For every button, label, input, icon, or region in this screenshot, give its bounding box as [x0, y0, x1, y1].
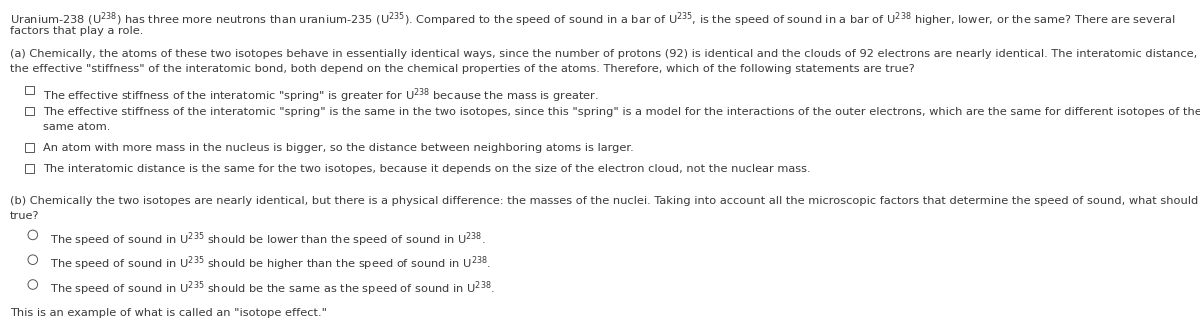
- Text: An atom with more mass in the nucleus is bigger, so the distance between neighbo: An atom with more mass in the nucleus is…: [43, 143, 634, 153]
- Text: The effective stiffness of the interatomic "spring" is greater for U$^{238}$ bec: The effective stiffness of the interatom…: [43, 86, 599, 105]
- Bar: [25, 107, 34, 115]
- Text: same atom.: same atom.: [43, 122, 110, 133]
- Text: This is an example of what is called an "isotope effect.": This is an example of what is called an …: [10, 308, 326, 318]
- Text: (b) Chemically the two isotopes are nearly identical, but there is a physical di: (b) Chemically the two isotopes are near…: [10, 196, 1200, 206]
- Text: factors that play a role.: factors that play a role.: [10, 26, 143, 35]
- Bar: [25, 143, 34, 152]
- Text: The speed of sound in U$^{235}$ should be higher than the speed of sound in U$^{: The speed of sound in U$^{235}$ should b…: [50, 255, 491, 274]
- Text: The speed of sound in U$^{235}$ should be lower than the speed of sound in U$^{2: The speed of sound in U$^{235}$ should b…: [50, 230, 486, 249]
- Text: Uranium-238 (U$^{238}$) has three more neutrons than uranium-235 (U$^{235}$). Co: Uranium-238 (U$^{238}$) has three more n…: [10, 10, 1176, 29]
- Text: true?: true?: [10, 212, 40, 221]
- Circle shape: [28, 255, 37, 264]
- Text: The speed of sound in U$^{235}$ should be the same as the speed of sound in U$^{: The speed of sound in U$^{235}$ should b…: [50, 280, 494, 298]
- Bar: [25, 164, 34, 173]
- Circle shape: [28, 230, 37, 240]
- Bar: [25, 86, 34, 94]
- Circle shape: [28, 280, 37, 289]
- Text: The interatomic distance is the same for the two isotopes, because it depends on: The interatomic distance is the same for…: [43, 164, 811, 174]
- Text: The effective stiffness of the interatomic "spring" is the same in the two isoto: The effective stiffness of the interatom…: [43, 107, 1200, 117]
- Text: (a) Chemically, the atoms of these two isotopes behave in essentially identical : (a) Chemically, the atoms of these two i…: [10, 49, 1200, 59]
- Text: the effective "stiffness" of the interatomic bond, both depend on the chemical p: the effective "stiffness" of the interat…: [10, 64, 914, 74]
